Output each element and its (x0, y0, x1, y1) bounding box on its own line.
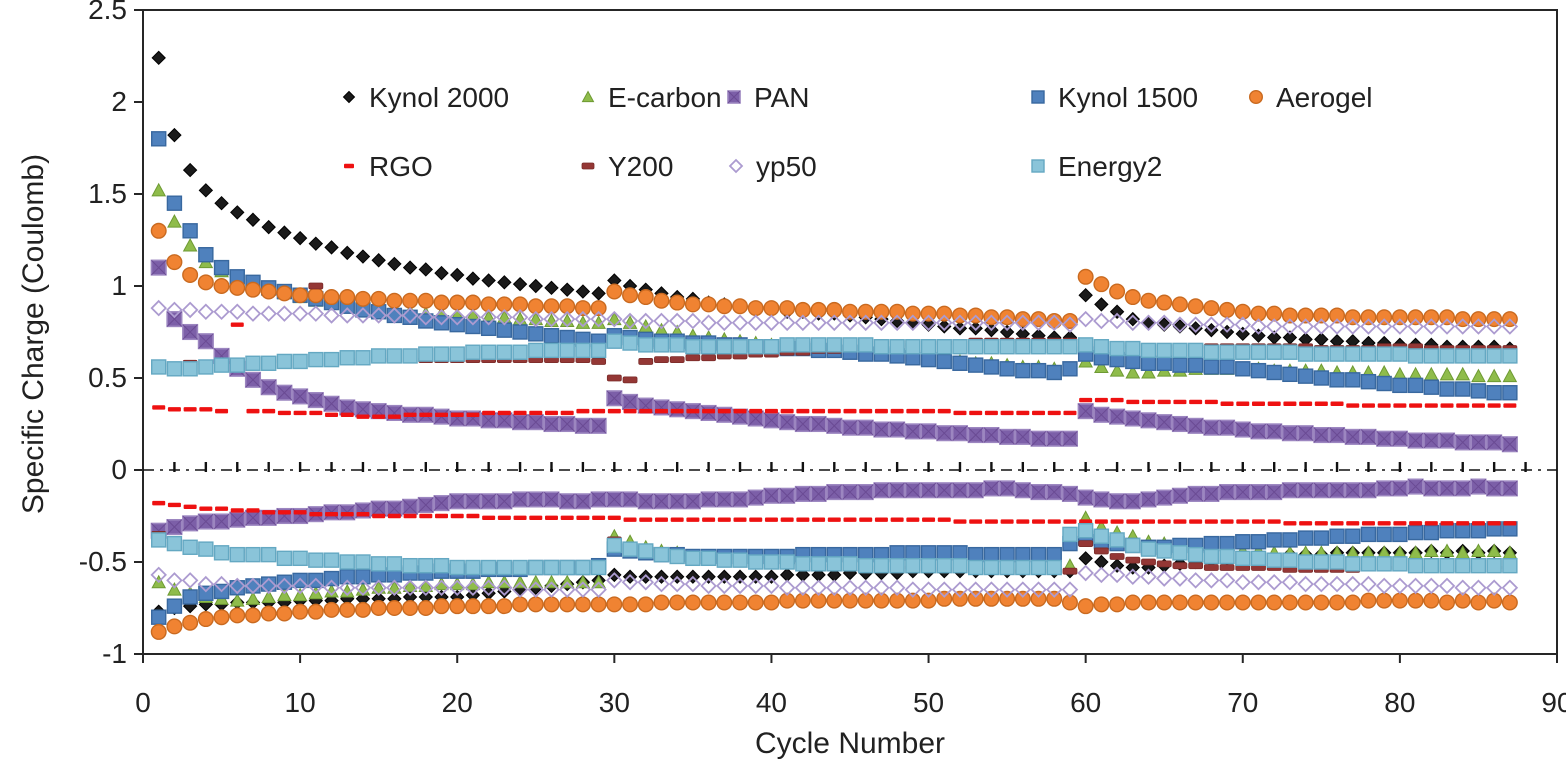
legend-label: PAN (754, 82, 810, 113)
y-tick-label: 0 (111, 454, 127, 485)
series-aerogel (150, 222, 1518, 640)
y-tick-label: 1 (111, 270, 127, 301)
x-tick-label: 60 (1070, 687, 1101, 718)
zero-axis-line (143, 462, 1557, 472)
x-axis-ticks: 0 10 20 30 40 50 60 70 80 90 (135, 654, 1566, 718)
legend: Kynol 2000 E-carbon PAN Kynol 1500 Aerogel RG… (342, 82, 1373, 182)
y-tick-label: 0.5 (88, 362, 127, 393)
plot-frame (142, 9, 1558, 655)
rgo-marker-icon (344, 163, 354, 169)
series-pan (150, 259, 1518, 539)
legend-item-y200: Y200 (581, 151, 673, 182)
x-tick-label: 10 (285, 687, 316, 718)
x-tick-label: 50 (913, 687, 944, 718)
yp50-marker-icon (728, 158, 744, 174)
legend-item-e-carbon: E-carbon (581, 82, 722, 113)
series-energy2 (151, 333, 1518, 576)
x-axis-title: Cycle Number (754, 727, 946, 760)
e-carbon-marker-icon (581, 90, 595, 103)
energy2-marker-icon (1031, 159, 1045, 173)
y-axis-title: Specific Charge (Coulomb) (17, 153, 50, 515)
legend-item-rgo: RGO (344, 151, 433, 182)
legend-label: Y200 (608, 151, 673, 182)
series-rgo (152, 322, 1517, 526)
legend-label: yp50 (756, 151, 817, 182)
pan-marker-icon (727, 90, 741, 104)
legend-item-kynol-2000: Kynol 2000 (342, 82, 509, 113)
y-tick-label: 2 (111, 86, 127, 117)
legend-label: Kynol 1500 (1058, 82, 1198, 113)
legend-item-pan: PAN (727, 82, 810, 113)
x-tick-label: 70 (1227, 687, 1258, 718)
legend-label: E-carbon (608, 82, 722, 113)
y200-marker-icon (581, 162, 595, 170)
x-tick-label: 40 (756, 687, 787, 718)
series-kynol-1500 (151, 131, 1518, 625)
legend-item-energy2: Energy2 (1031, 151, 1162, 182)
legend-item-aerogel: Aerogel (1248, 82, 1373, 113)
kynol-1500-marker-icon (1031, 90, 1045, 104)
x-tick-label: 0 (135, 687, 151, 718)
y-tick-label: 2.5 (88, 0, 127, 25)
legend-label: Kynol 2000 (369, 82, 509, 113)
kynol-2000-marker-icon (342, 90, 356, 104)
x-tick-label: 80 (1384, 687, 1415, 718)
legend-label: Energy2 (1058, 151, 1162, 182)
legend-item-kynol-1500: Kynol 1500 (1031, 82, 1198, 113)
y-tick-label: 1.5 (88, 178, 127, 209)
x-tick-label: 90 (1541, 687, 1566, 718)
legend-item-yp50: yp50 (728, 151, 817, 182)
series-yp50 (150, 299, 1519, 598)
y-tick-label: -1 (102, 638, 127, 669)
y-tick-label: -0.5 (79, 546, 127, 577)
y-axis-ticks: 2.5 2 1.5 1 0.5 0 -0.5 -1 (79, 0, 143, 669)
aerogel-marker-icon (1248, 89, 1263, 104)
legend-label: Aerogel (1276, 82, 1373, 113)
x-tick-label: 20 (442, 687, 473, 718)
x-tick-label: 30 (599, 687, 630, 718)
legend-label: RGO (369, 151, 433, 182)
